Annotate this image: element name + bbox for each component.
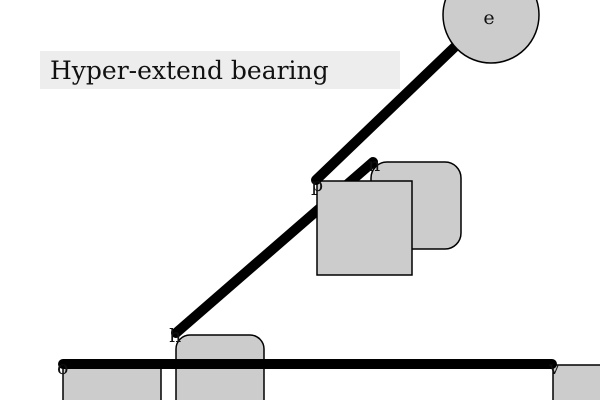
link-p-e [311, 35, 467, 185]
diagram-title: Hyper-extend bearing [50, 56, 329, 85]
block-o [62, 364, 162, 400]
label-h: h [169, 325, 181, 347]
label-v: v [548, 357, 560, 379]
label-n: n [368, 154, 380, 176]
node-e [442, 0, 540, 64]
title-box [40, 51, 400, 89]
label-e: e [483, 7, 494, 29]
label-o: o [57, 357, 68, 379]
label-p: p [311, 174, 323, 196]
block-p [316, 180, 413, 276]
block-v [552, 364, 600, 400]
